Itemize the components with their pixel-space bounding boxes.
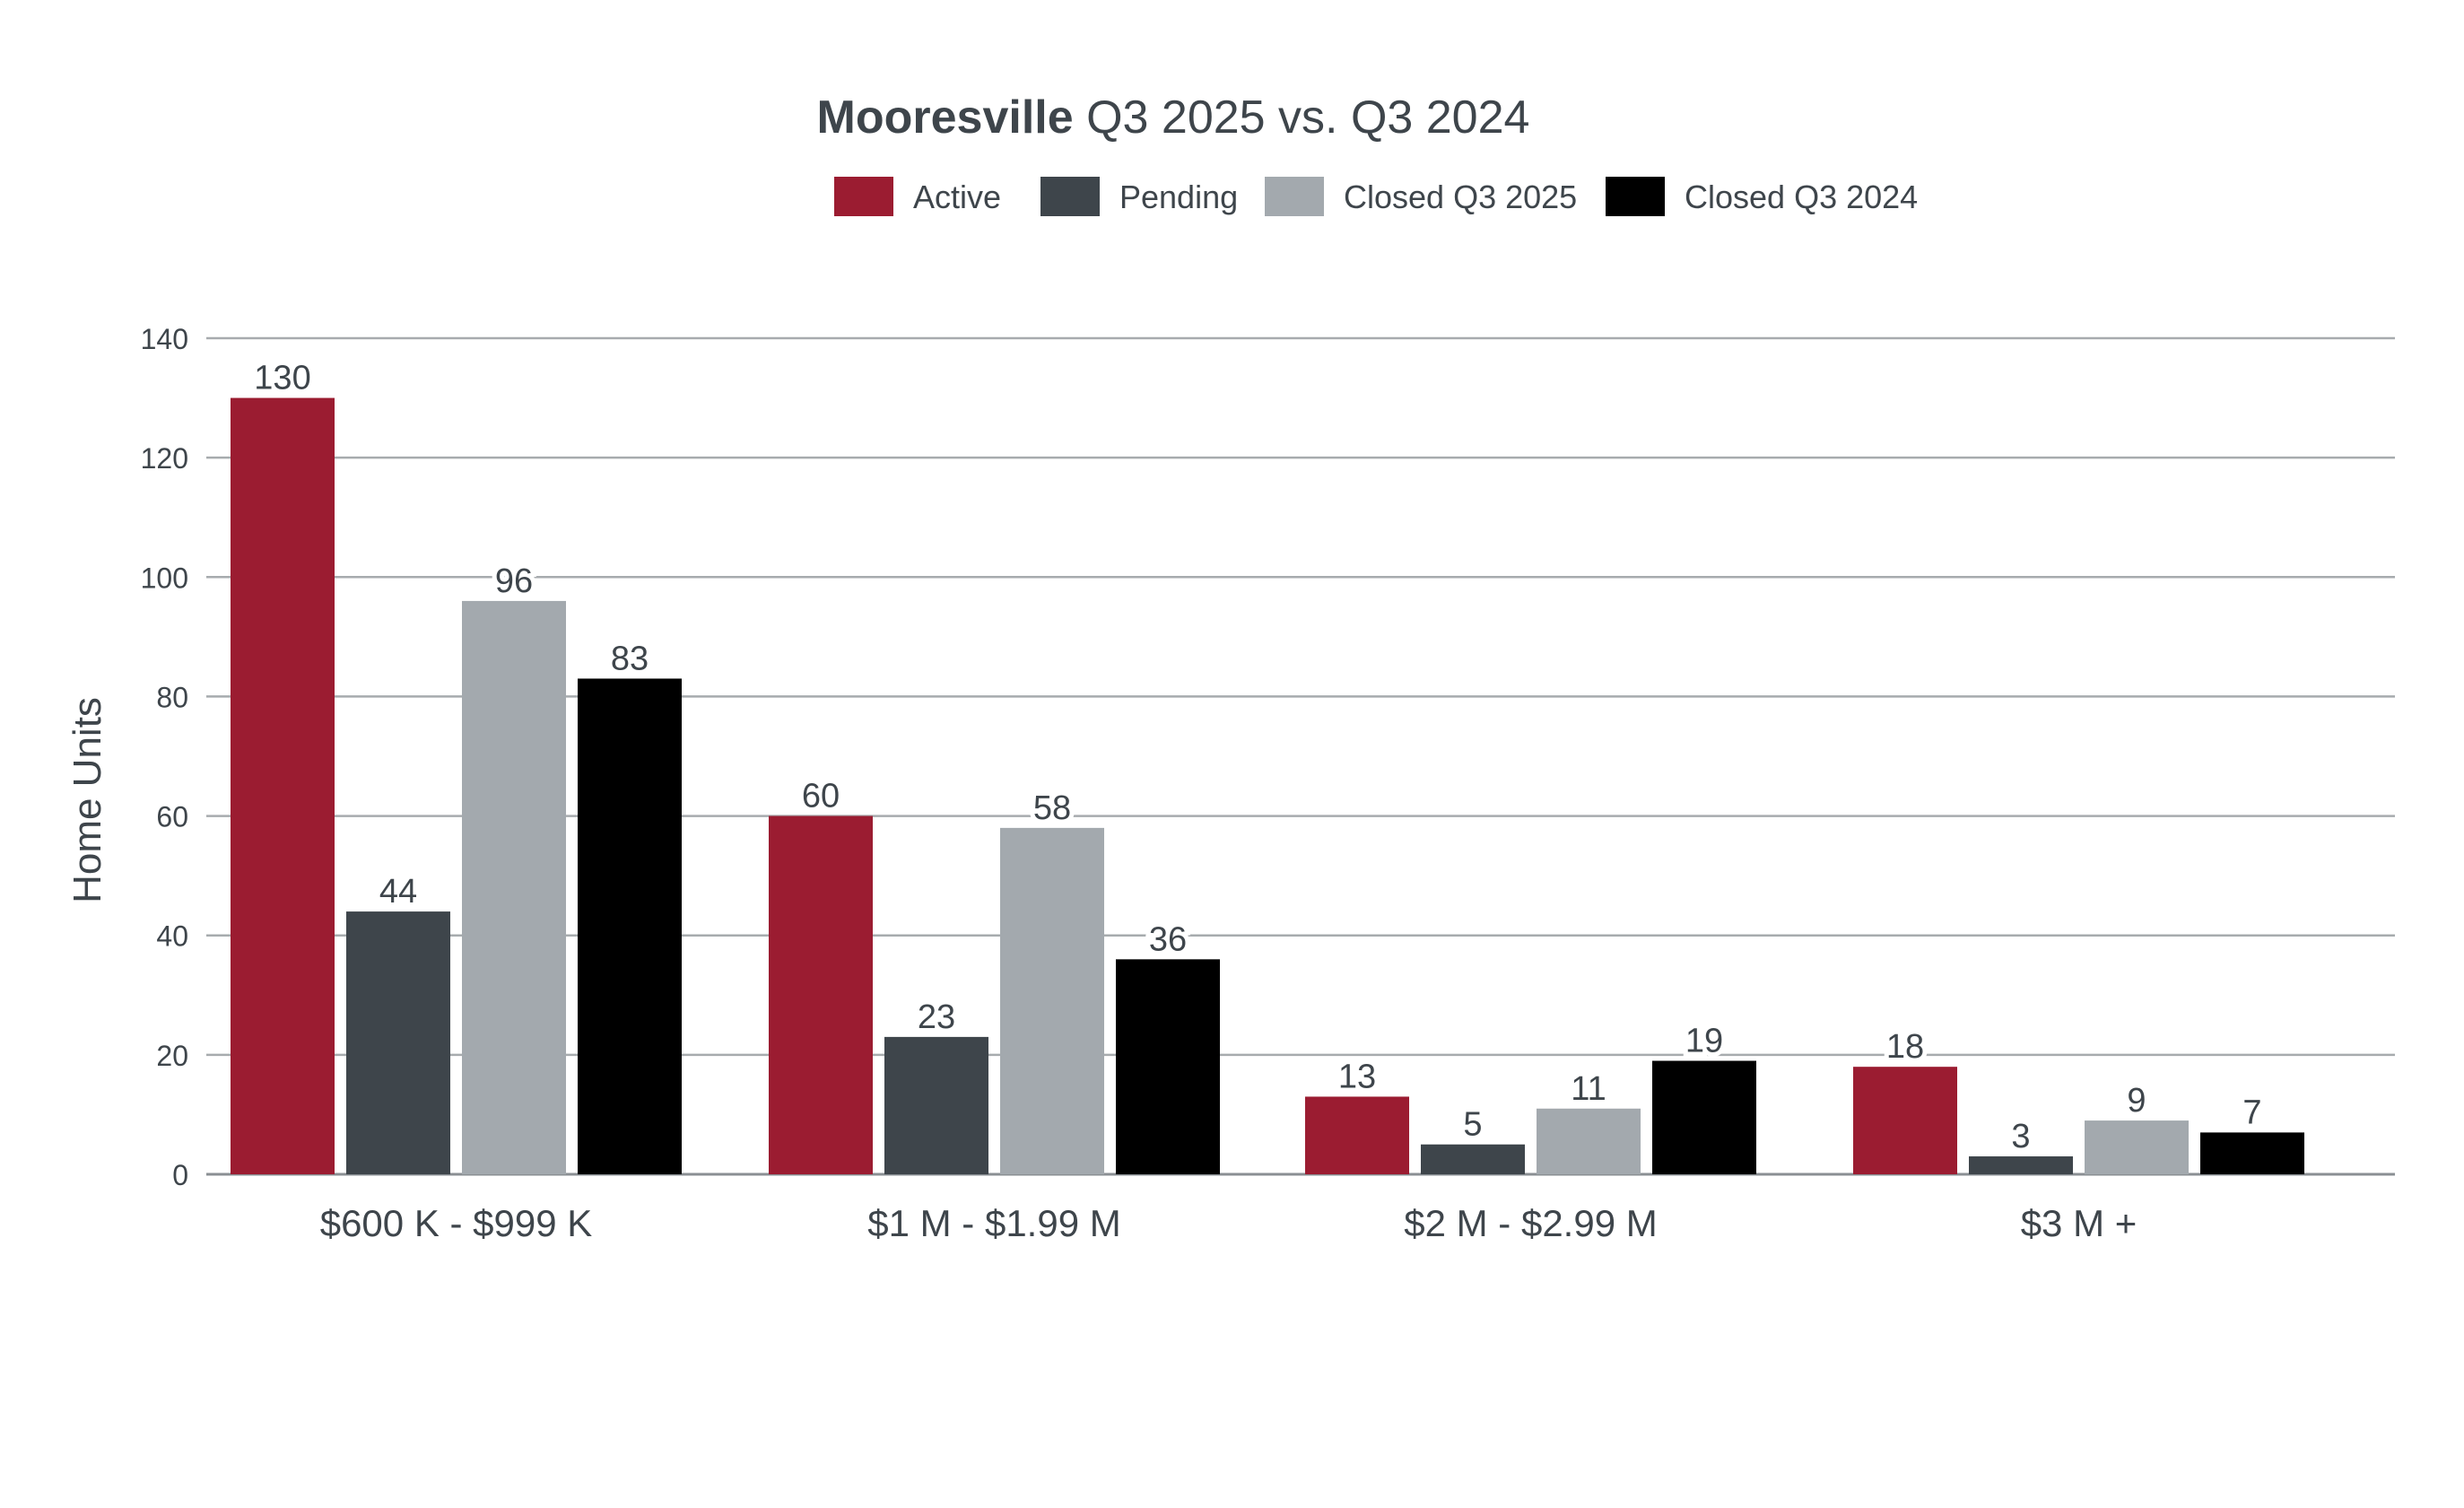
data-label: 3 — [2011, 1118, 2030, 1155]
x-tick-label: $3 M + — [2021, 1202, 2137, 1244]
x-tick-label: $1 M - $1.99 M — [867, 1202, 1120, 1244]
data-label: 44 — [379, 873, 417, 911]
bar — [462, 600, 566, 1174]
legend-label: Active — [913, 179, 1001, 215]
chart-title-bold: Mooresville — [817, 92, 1074, 144]
bar — [1305, 1096, 1409, 1174]
legend-label: Closed Q3 2025 — [1344, 179, 1577, 215]
bar — [1116, 959, 1220, 1174]
bar — [884, 1036, 988, 1174]
data-label: 13 — [1338, 1058, 1376, 1095]
y-tick-label: 60 — [156, 801, 188, 833]
y-tick-label: 40 — [156, 920, 188, 953]
data-label: 11 — [1571, 1070, 1606, 1108]
data-label: 83 — [611, 640, 649, 677]
bar — [1853, 1067, 1957, 1174]
legend-swatch — [834, 177, 893, 216]
legend-swatch — [1040, 177, 1100, 216]
data-label: 9 — [2127, 1082, 2146, 1120]
bars: 130 44 96 83 60 23 58 36 13 5 11 19 18 3 9 7 — [231, 355, 2304, 1175]
data-label: 36 — [1149, 920, 1187, 958]
y-tick-label: 0 — [172, 1159, 188, 1191]
bar — [2085, 1120, 2189, 1174]
data-label: 96 — [495, 562, 533, 600]
bar — [1000, 827, 1104, 1174]
chart-title: Mooresville Q3 2025 vs. Q3 2024 — [817, 92, 1530, 144]
chart-title-rest: Q3 2025 vs. Q3 2024 — [1074, 92, 1530, 144]
data-label: 58 — [1033, 789, 1071, 827]
y-tick-label: 80 — [156, 681, 188, 713]
data-label: 18 — [1886, 1028, 1924, 1066]
bar — [1652, 1060, 1756, 1174]
legend-swatch — [1265, 177, 1324, 216]
y-tick-label: 20 — [156, 1040, 188, 1072]
data-label: 23 — [918, 998, 955, 1036]
data-label: 60 — [802, 778, 840, 815]
data-label: 7 — [2242, 1094, 2261, 1131]
legend: Active Pending Closed Q3 2025 Closed Q3 202… — [834, 177, 1918, 216]
bar — [578, 678, 682, 1174]
bar — [769, 815, 873, 1174]
x-tick-label: $2 M - $2.99 M — [1404, 1202, 1657, 1244]
x-axis: $600 K - $999 K $1 M - $1.99 M $2 M - $2.9… — [320, 1202, 2137, 1244]
legend-swatch — [1606, 177, 1665, 216]
y-tick-label: 140 — [141, 323, 188, 355]
bar — [2200, 1132, 2304, 1174]
data-label: 5 — [1463, 1106, 1482, 1144]
bar — [231, 397, 335, 1175]
data-label: 130 — [254, 360, 310, 397]
legend-label: Closed Q3 2024 — [1685, 179, 1918, 215]
bar — [1421, 1144, 1525, 1174]
y-axis-label: Home Units — [65, 697, 109, 903]
y-axis: 0 20 40 60 80 100 120 140 — [141, 323, 188, 1191]
y-tick-label: 120 — [141, 442, 188, 475]
bar — [1537, 1108, 1641, 1174]
legend-label: Pending — [1119, 179, 1238, 215]
data-label: 19 — [1685, 1023, 1723, 1060]
bar — [1969, 1156, 2073, 1174]
bar — [346, 911, 450, 1174]
y-tick-label: 100 — [141, 562, 188, 594]
x-tick-label: $600 K - $999 K — [320, 1202, 593, 1244]
